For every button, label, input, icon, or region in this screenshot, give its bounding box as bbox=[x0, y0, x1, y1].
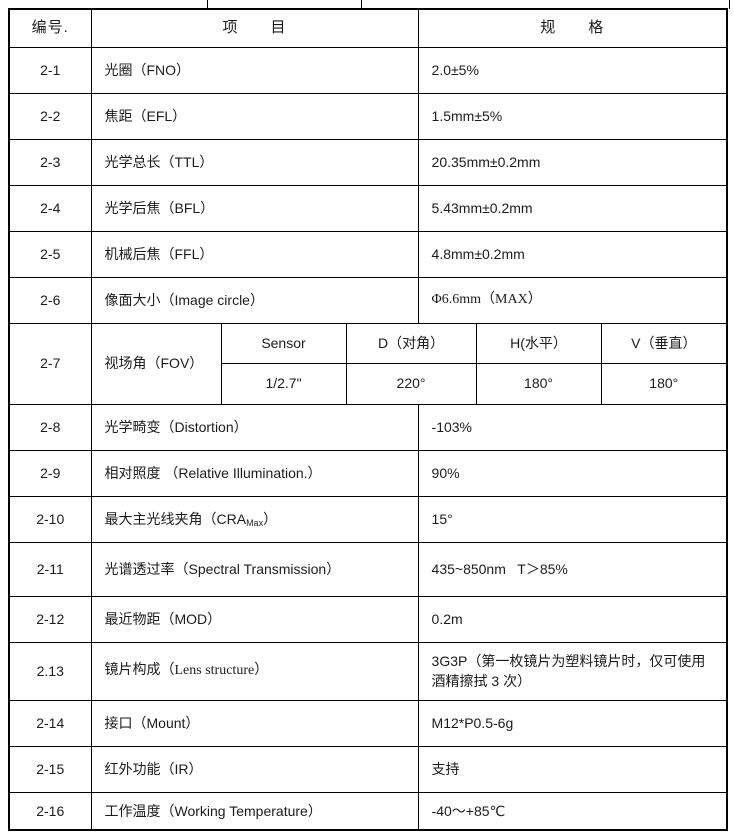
table-row: 2-1 光圈（FNO） 2.0±5% bbox=[8, 46, 728, 94]
row-number-cell: 2-14 bbox=[8, 699, 92, 747]
table-row: 2-4 光学后焦（BFL） 5.43mm±0.2mm bbox=[8, 184, 728, 232]
fov-sub-value-cell: 220° bbox=[345, 362, 477, 405]
row-number-cell: 2-7 bbox=[8, 322, 92, 405]
row-number-cell: 2-12 bbox=[8, 595, 92, 643]
item-cell: 光学总长（TTL） bbox=[90, 138, 419, 186]
fov-sub-header-cell: H(水平） bbox=[475, 322, 602, 364]
item-cell: 光谱透过率（Spectral Transmission） bbox=[90, 541, 419, 597]
spec-cell: 5.43mm±0.2mm bbox=[417, 184, 728, 232]
table-row: 2-2 焦距（EFL） 1.5mm±5% bbox=[8, 92, 728, 140]
item-text: ） bbox=[263, 510, 278, 527]
row-number-cell: 2-9 bbox=[8, 449, 92, 497]
table-row: 2-11 光谱透过率（Spectral Transmission） 435~85… bbox=[8, 541, 728, 597]
item-cell: 工作温度（Working Temperature） bbox=[90, 791, 419, 831]
fov-sub-header-cell: Sensor bbox=[220, 322, 347, 364]
table-row: 2-10 最大主光线夹角（CRAMax） 15° bbox=[8, 495, 728, 543]
spec-cell: M12*P0.5-6g bbox=[417, 699, 728, 747]
table-row: 2-3 光学总长（TTL） 20.35mm±0.2mm bbox=[8, 138, 728, 186]
item-cell: 最近物距（MOD） bbox=[90, 595, 419, 643]
item-cell: 镜片构成（Lens structure） bbox=[90, 641, 419, 701]
item-cell: 视场角（FOV） bbox=[90, 322, 222, 405]
fov-sub-value-cell: 1/2.7" bbox=[220, 362, 347, 405]
spec-cell: 1.5mm±5% bbox=[417, 92, 728, 140]
spec-cell: 435~850nm T＞85% bbox=[417, 541, 728, 597]
row-number-cell: 2-2 bbox=[8, 92, 92, 140]
table-row: 2-9 相对照度 （Relative Illumination.） 90% bbox=[8, 449, 728, 497]
cropped-gridline-stub bbox=[207, 0, 208, 9]
cropped-gridline-stub bbox=[361, 0, 362, 9]
spec-cell: 0.2m bbox=[417, 595, 728, 643]
cra-max-subscript: Max bbox=[246, 517, 264, 528]
item-text: 最大主光线夹角（CRA bbox=[104, 510, 247, 527]
row-number-cell: 2-11 bbox=[8, 541, 92, 597]
header-no-cell: 编号. bbox=[8, 8, 92, 48]
row-number-cell: 2-15 bbox=[8, 745, 92, 793]
spec-cell: 20.35mm±0.2mm bbox=[417, 138, 728, 186]
table-row-fov-header: 2-7 视场角（FOV） Sensor D（对角） H(水平） V（垂直） bbox=[8, 322, 728, 405]
table-row: 2-15 红外功能（IR） 支持 bbox=[8, 745, 728, 793]
item-cell: 光学后焦（BFL） bbox=[90, 184, 419, 232]
item-cell: 光圈（FNO） bbox=[90, 46, 419, 94]
spec-table: 编号. 项 目 规 格 2-1 光圈（FNO） 2.0±5% 2-2 焦距（EF… bbox=[8, 8, 729, 831]
table-row: 2-6 像面大小（Image circle） Φ6.6mm（MAX） bbox=[8, 276, 728, 324]
row-number-cell: 2-5 bbox=[8, 230, 92, 278]
spec-cell: -103% bbox=[417, 403, 728, 451]
item-cell: 红外功能（IR） bbox=[90, 745, 419, 793]
header-item-cell: 项 目 bbox=[90, 8, 419, 48]
item-cell: 相对照度 （Relative Illumination.） bbox=[90, 449, 419, 497]
fov-sub-value-cell: 180° bbox=[475, 362, 602, 405]
header-spec-cell: 规 格 bbox=[417, 8, 728, 48]
table-row: 2.13 镜片构成（Lens structure） 3G3P（第一枚镜片为塑料镜… bbox=[8, 641, 728, 701]
row-number-cell: 2-16 bbox=[8, 791, 92, 831]
row-number-cell: 2-4 bbox=[8, 184, 92, 232]
row-number-cell: 2-8 bbox=[8, 403, 92, 451]
item-cell: 最大主光线夹角（CRAMax） bbox=[90, 495, 419, 543]
table-row: 2-14 接口（Mount） M12*P0.5-6g bbox=[8, 699, 728, 747]
row-number-cell: 2-3 bbox=[8, 138, 92, 186]
table-row: 2-12 最近物距（MOD） 0.2m bbox=[8, 595, 728, 643]
item-cell: 像面大小（Image circle） bbox=[90, 276, 419, 324]
spec-cell: 90% bbox=[417, 449, 728, 497]
item-cell: 光学畸变（Distortion） bbox=[90, 403, 419, 451]
item-cell: 机械后焦（FFL） bbox=[90, 230, 419, 278]
table-row: 2-16 工作温度（Working Temperature） -40～+85℃ bbox=[8, 791, 728, 831]
spec-cell: 4.8mm±0.2mm bbox=[417, 230, 728, 278]
table-row: 2-8 光学畸变（Distortion） -103% bbox=[8, 403, 728, 451]
spec-cell: Φ6.6mm（MAX） bbox=[417, 276, 728, 324]
fov-sub-header-cell: V（垂直） bbox=[600, 322, 728, 364]
row-number-cell: 2.13 bbox=[8, 641, 92, 701]
item-cell: 接口（Mount） bbox=[90, 699, 419, 747]
spec-cell: 2.0±5% bbox=[417, 46, 728, 94]
fov-sub-header-cell: D（对角） bbox=[345, 322, 477, 364]
spec-cell: 3G3P（第一枚镜片为塑料镜片时，仅可使用酒精擦拭 3 次） bbox=[417, 641, 728, 701]
spec-cell: 支持 bbox=[417, 745, 728, 793]
row-number-cell: 2-10 bbox=[8, 495, 92, 543]
table-header-row: 编号. 项 目 规 格 bbox=[8, 8, 728, 48]
item-cell: 焦距（EFL） bbox=[90, 92, 419, 140]
row-number-cell: 2-6 bbox=[8, 276, 92, 324]
fov-sub-value-cell: 180° bbox=[600, 362, 728, 405]
table-row: 2-5 机械后焦（FFL） 4.8mm±0.2mm bbox=[8, 230, 728, 278]
row-number-cell: 2-1 bbox=[8, 46, 92, 94]
cropped-gridline-stub bbox=[729, 0, 730, 9]
spec-cell: 15° bbox=[417, 495, 728, 543]
spec-cell: -40～+85℃ bbox=[417, 791, 728, 831]
